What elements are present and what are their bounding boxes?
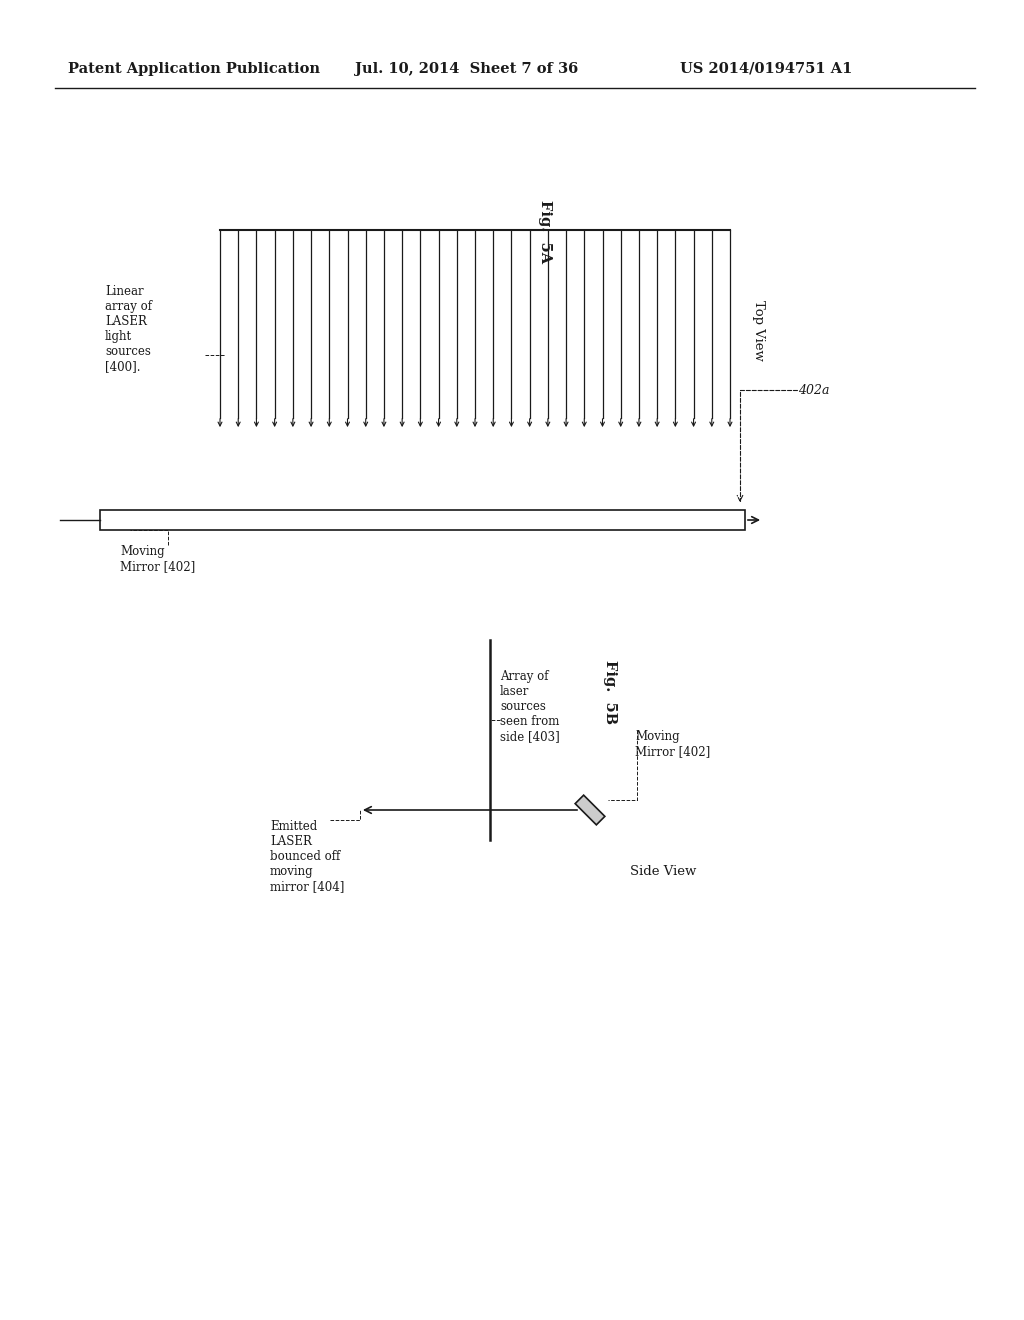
Text: Moving
Mirror [402]: Moving Mirror [402]	[120, 545, 196, 573]
Text: Array of
laser
sources
seen from
side [403]: Array of laser sources seen from side [4…	[500, 671, 560, 743]
Text: Top View: Top View	[752, 300, 765, 360]
Text: 402a: 402a	[798, 384, 829, 396]
Text: Moving
Mirror [402]: Moving Mirror [402]	[635, 730, 711, 758]
Polygon shape	[575, 795, 605, 825]
Bar	[100, 510, 745, 531]
Text: US 2014/0194751 A1: US 2014/0194751 A1	[680, 62, 852, 77]
Text: Linear
array of
LASER
light
sources
[400].: Linear array of LASER light sources [400…	[105, 285, 152, 374]
Text: Jul. 10, 2014  Sheet 7 of 36: Jul. 10, 2014 Sheet 7 of 36	[355, 62, 579, 77]
Text: Fig.  5B: Fig. 5B	[603, 660, 617, 723]
Text: Emitted
LASER
bounced off
moving
mirror [404]: Emitted LASER bounced off moving mirror …	[270, 820, 344, 894]
Text: Patent Application Publication: Patent Application Publication	[68, 62, 319, 77]
Text: Fig.  5A: Fig. 5A	[538, 201, 552, 263]
Text: Side View: Side View	[630, 865, 696, 878]
